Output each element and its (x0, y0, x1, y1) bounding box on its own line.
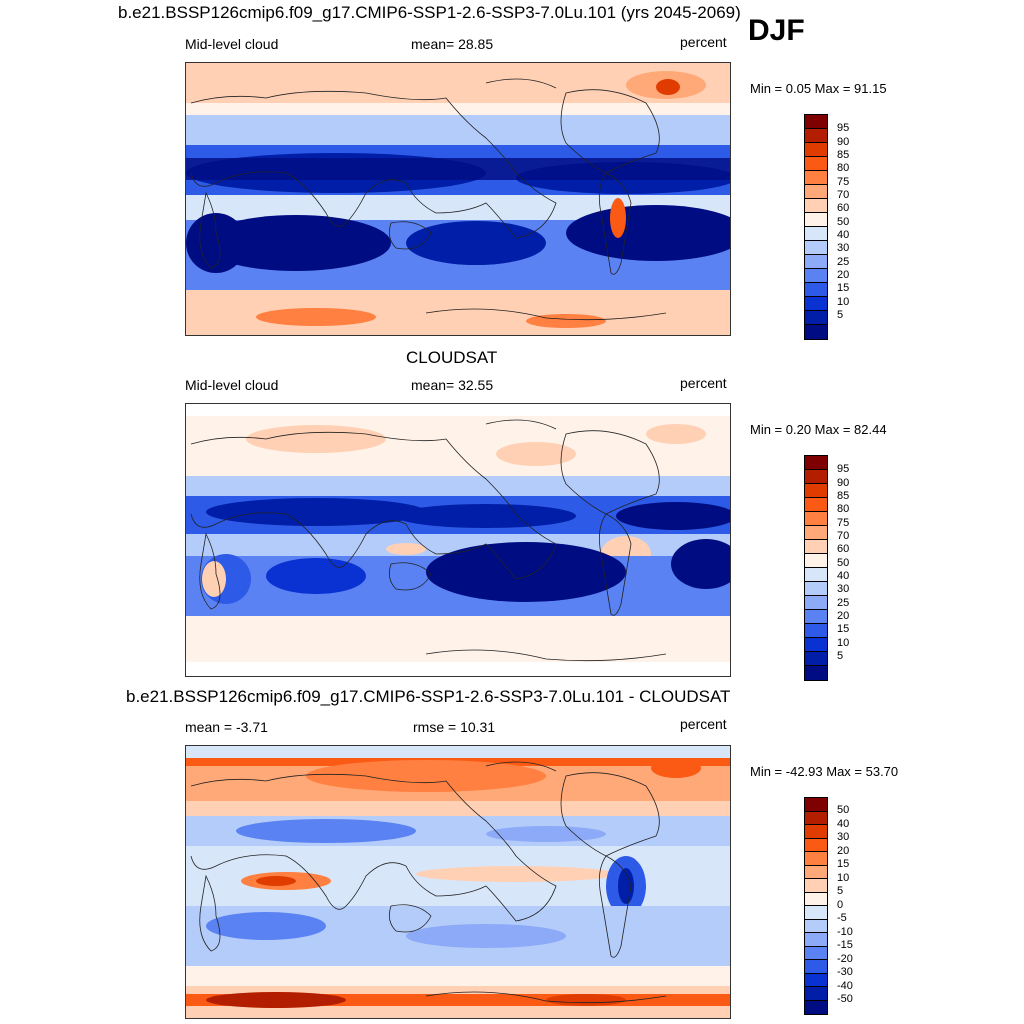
panel1-colorbar-tick: 60 (837, 202, 850, 214)
panel2-mean-label: mean= 32.55 (411, 377, 494, 393)
panel3-units-label: percent (680, 716, 727, 732)
panel1-colorbar-tick: 5 (837, 309, 844, 321)
panel2-colorbar-tick: 40 (837, 570, 850, 582)
season-label: DJF (748, 14, 805, 47)
panel3-colorbar-tick: -10 (837, 926, 853, 938)
panel3-colorbar-tick: 50 (837, 804, 850, 816)
panel1-colorbar (804, 114, 828, 340)
panel1-minmax: Min = 0.05 Max = 91.15 (750, 81, 887, 96)
panel2-colorbar-tick: 15 (837, 623, 850, 635)
panel1-colorbar-tick: 70 (837, 189, 850, 201)
panel1-colorbar-tick: 50 (837, 216, 850, 228)
panel1-units-label: percent (680, 34, 727, 50)
panel1-field-plot (186, 63, 730, 335)
panel2-units-label: percent (680, 375, 727, 391)
panel3-colorbar-tick: -15 (837, 939, 853, 951)
panel3-colorbar-tick: 0 (837, 899, 844, 911)
panel1-colorbar-tick: 80 (837, 162, 850, 174)
panel3-map (185, 745, 731, 1019)
panel2-colorbar-tick: 80 (837, 503, 850, 515)
panel3-title: b.e21.BSSP126cmip6.f09_g17.CMIP6-SSP1-2.… (126, 687, 731, 706)
panel1-colorbar-tick: 10 (837, 296, 850, 308)
panel3-colorbar-tick: 5 (837, 885, 844, 897)
panel3-colorbar-tick: 40 (837, 818, 850, 830)
panel1-mean-label: mean= 28.85 (411, 36, 494, 52)
panel2-colorbar-tick: 5 (837, 650, 844, 662)
panel2-colorbar-tick: 90 (837, 477, 850, 489)
panel3-colorbar-tick: -20 (837, 953, 853, 965)
panel2-variable-label: Mid-level cloud (185, 377, 279, 393)
panel1-variable-label: Mid-level cloud (185, 36, 279, 52)
panel3-colorbar-tick: -30 (837, 966, 853, 978)
panel1-colorbar-tick: 30 (837, 242, 850, 254)
panel2-colorbar-tick: 85 (837, 490, 850, 502)
panel2-colorbar-tick: 50 (837, 557, 850, 569)
panel3-rmse-label: rmse = 10.31 (413, 719, 496, 735)
panel2-map (185, 403, 731, 677)
panel3-colorbar-tick: 30 (837, 831, 850, 843)
panel3-field-plot (186, 746, 730, 1018)
panel3-colorbar-tick: -5 (837, 912, 847, 924)
panel1-colorbar-tick: 40 (837, 229, 850, 241)
panel2-colorbar-tick: 70 (837, 530, 850, 542)
panel2-colorbar-tick: 75 (837, 517, 850, 529)
panel3-colorbar-tick: 10 (837, 872, 850, 884)
panel1-map (185, 62, 731, 336)
panel1-colorbar-tick: 75 (837, 176, 850, 188)
panel2-field-plot (186, 404, 730, 676)
panel3-colorbar-tick: 15 (837, 858, 850, 870)
panel1-colorbar-tick: 85 (837, 149, 850, 161)
panel2-colorbar-tick: 30 (837, 583, 850, 595)
panel1-colorbar-tick: 90 (837, 136, 850, 148)
panel2-colorbar-tick: 10 (837, 637, 850, 649)
panel3-colorbar-tick: 20 (837, 845, 850, 857)
panel1-colorbar-tick: 15 (837, 282, 850, 294)
panel3-colorbar-tick: -40 (837, 980, 853, 992)
panel2-colorbar-tick: 20 (837, 610, 850, 622)
panel3-minmax: Min = -42.93 Max = 53.70 (750, 764, 899, 779)
panel1-colorbar-tick: 95 (837, 122, 850, 134)
panel1-title: b.e21.BSSP126cmip6.f09_g17.CMIP6-SSP1-2.… (118, 3, 741, 22)
panel3-colorbar (804, 797, 828, 1015)
panel2-colorbar-tick: 95 (837, 463, 850, 475)
panel3-mean-label: mean = -3.71 (185, 719, 268, 735)
panel1-colorbar-tick: 20 (837, 269, 850, 281)
panel2-colorbar (804, 455, 828, 681)
panel2-title: CLOUDSAT (406, 348, 498, 367)
panel2-colorbar-tick: 25 (837, 597, 850, 609)
panel1-colorbar-tick: 25 (837, 256, 850, 268)
panel3-colorbar-tick: -50 (837, 993, 853, 1005)
panel2-colorbar-tick: 60 (837, 543, 850, 555)
panel2-minmax: Min = 0.20 Max = 82.44 (750, 422, 887, 437)
